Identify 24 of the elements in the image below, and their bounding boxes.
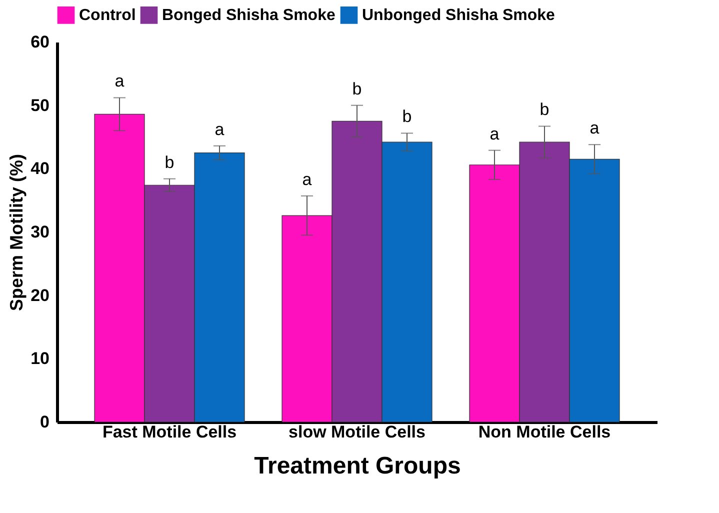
x-tick-label: slow Motile Cells: [288, 422, 426, 442]
y-tick-label: 40: [30, 159, 50, 178]
legend-label: Bonged Shisha Smoke: [162, 7, 336, 24]
y-tick-label: 0: [40, 412, 50, 432]
data-label: a: [114, 72, 125, 91]
data-label: b: [540, 100, 550, 120]
x-axis-title: Treatment Groups: [254, 452, 461, 480]
data-label: b: [352, 79, 362, 98]
data-label: a: [302, 170, 312, 189]
x-tick-label: Non Motile Cells: [478, 422, 611, 442]
legend-label: Unbonged Shisha Smoke: [362, 7, 556, 24]
y-tick-label: 60: [30, 32, 50, 52]
data-label: a: [590, 118, 600, 138]
y-tick-label: 10: [30, 349, 50, 368]
data-label: a: [214, 120, 225, 139]
data-label: b: [164, 152, 174, 172]
legend-label: Control: [79, 7, 136, 24]
y-axis-title: Sperm Motility (%): [6, 154, 27, 312]
y-tick-label: 30: [30, 222, 50, 242]
data-label: b: [402, 107, 412, 126]
y-tick-label: 50: [30, 96, 50, 115]
y-tick-label: 20: [30, 286, 50, 305]
data-label: a: [490, 124, 500, 144]
x-tick-label: Fast Motile Cells: [102, 422, 237, 442]
